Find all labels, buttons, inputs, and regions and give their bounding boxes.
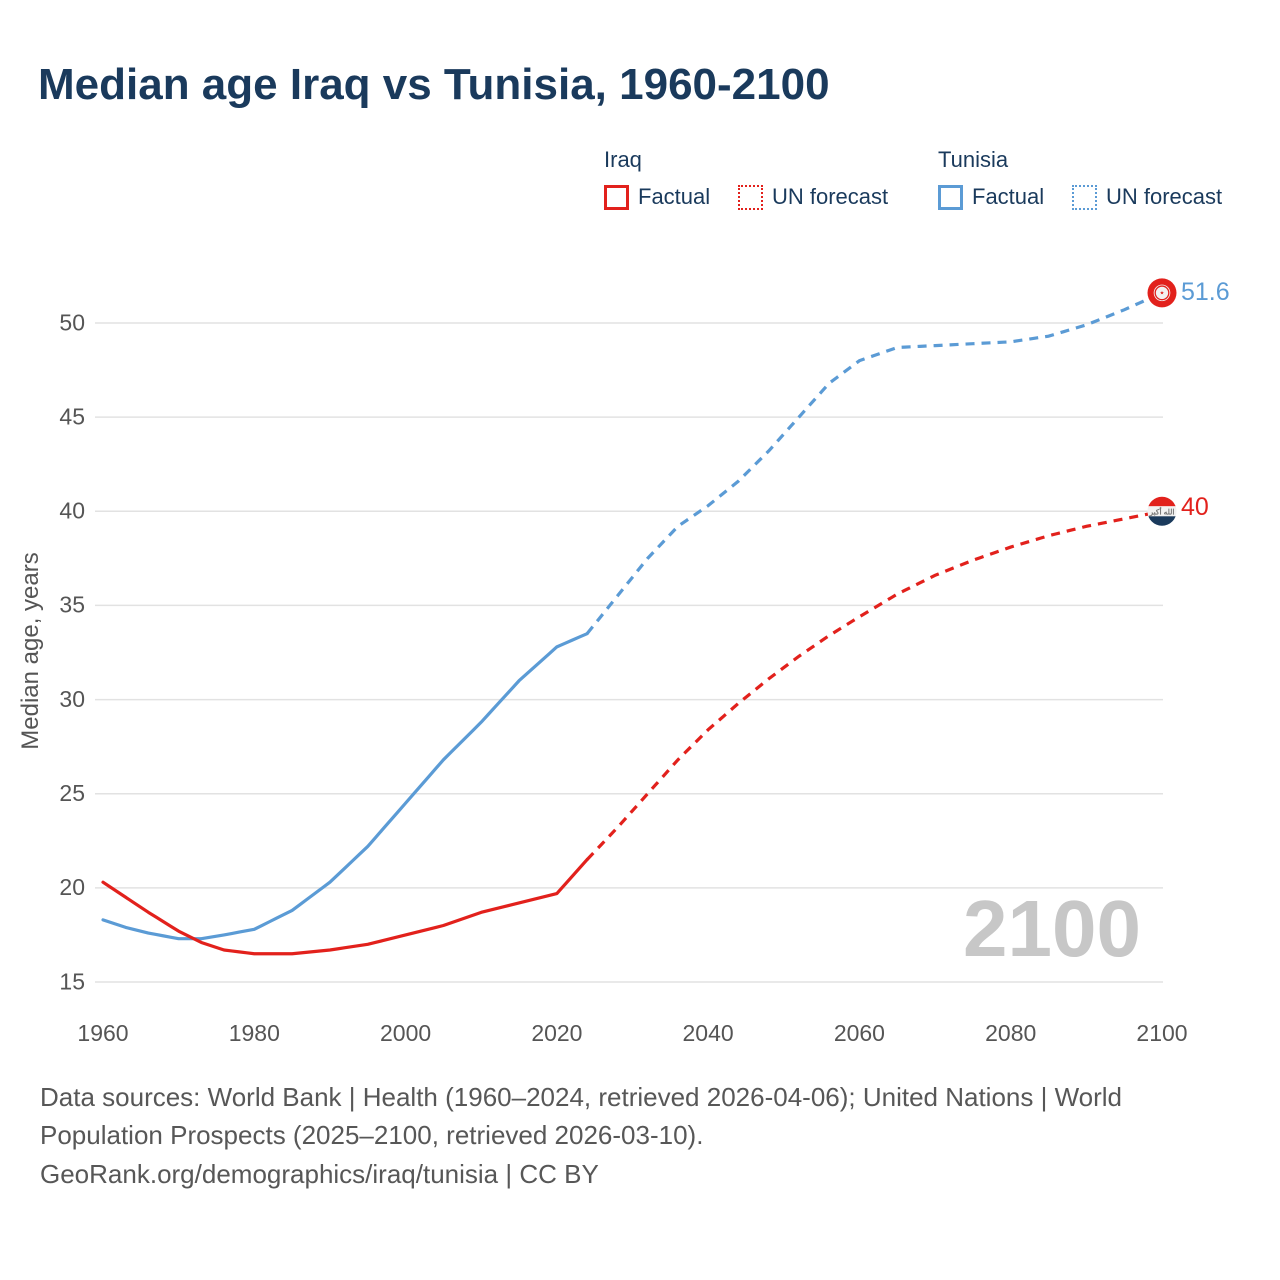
svg-text:2080: 2080: [985, 1020, 1036, 1046]
svg-text:Median age, years: Median age, years: [17, 552, 44, 749]
svg-text:1960: 1960: [77, 1020, 128, 1046]
svg-text:2100: 2100: [1136, 1020, 1187, 1046]
svg-text:2020: 2020: [531, 1020, 582, 1046]
svg-text:1980: 1980: [229, 1020, 280, 1046]
svg-text:20: 20: [59, 874, 85, 900]
svg-text:50: 50: [59, 309, 85, 335]
svg-text:40: 40: [59, 498, 85, 524]
svg-text:51.6: 51.6: [1181, 278, 1230, 306]
svg-text:25: 25: [59, 780, 85, 806]
svg-text:40: 40: [1181, 493, 1209, 521]
svg-text:15: 15: [59, 968, 85, 994]
svg-text:2040: 2040: [683, 1020, 734, 1046]
svg-text:2000: 2000: [380, 1020, 431, 1046]
svg-text:45: 45: [59, 403, 85, 429]
svg-text:2060: 2060: [834, 1020, 885, 1046]
svg-text:30: 30: [59, 686, 85, 712]
svg-text:2100: 2100: [963, 884, 1141, 973]
svg-text:35: 35: [59, 592, 85, 618]
